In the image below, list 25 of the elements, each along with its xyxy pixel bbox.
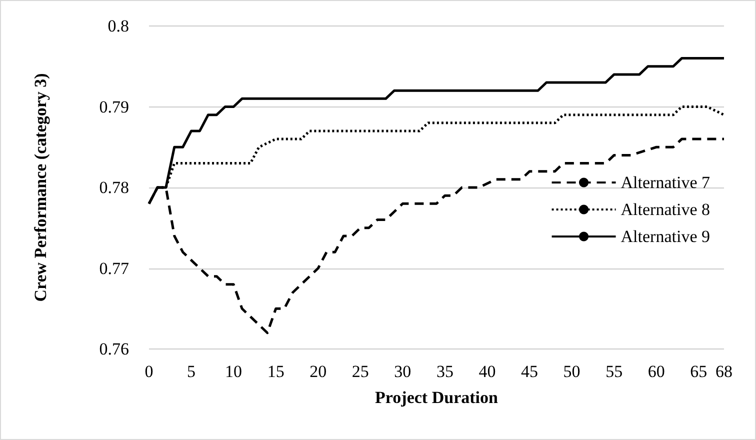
y-axis-title: Crew Performance (category 3)	[31, 73, 50, 302]
x-tick-label: 5	[187, 362, 196, 381]
x-tick-label: 15	[267, 362, 284, 381]
y-tick-label: 0.79	[99, 97, 129, 116]
x-tick-label: 65	[690, 362, 708, 381]
y-tick-label: 0.78	[99, 178, 129, 197]
x-tick-label: 50	[563, 362, 580, 381]
x-tick-label: 35	[436, 362, 454, 381]
x-tick-label: 0	[144, 362, 154, 381]
y-tick-label: 0.8	[108, 16, 129, 36]
legend-label: Alternative 7	[620, 173, 710, 192]
x-axis-title: Project Duration	[375, 388, 498, 407]
x-tick-label: 25	[352, 362, 369, 381]
x-tick-label: 45	[521, 362, 538, 381]
x-tick-label: 55	[606, 362, 623, 381]
legend-label: Alternative 9	[620, 227, 710, 246]
legend-label: Alternative 8	[620, 200, 710, 219]
y-tick-label: 0.77	[99, 258, 130, 278]
x-tick-label: 68	[716, 362, 732, 381]
x-tick-label: 20	[310, 362, 327, 381]
x-tick-label: 40	[478, 362, 496, 381]
y-tick-label: 0.76	[99, 340, 129, 358]
x-tick-label: 30	[394, 362, 412, 381]
x-tick-label: 10	[225, 362, 242, 381]
x-tick-label: 60	[648, 362, 665, 381]
